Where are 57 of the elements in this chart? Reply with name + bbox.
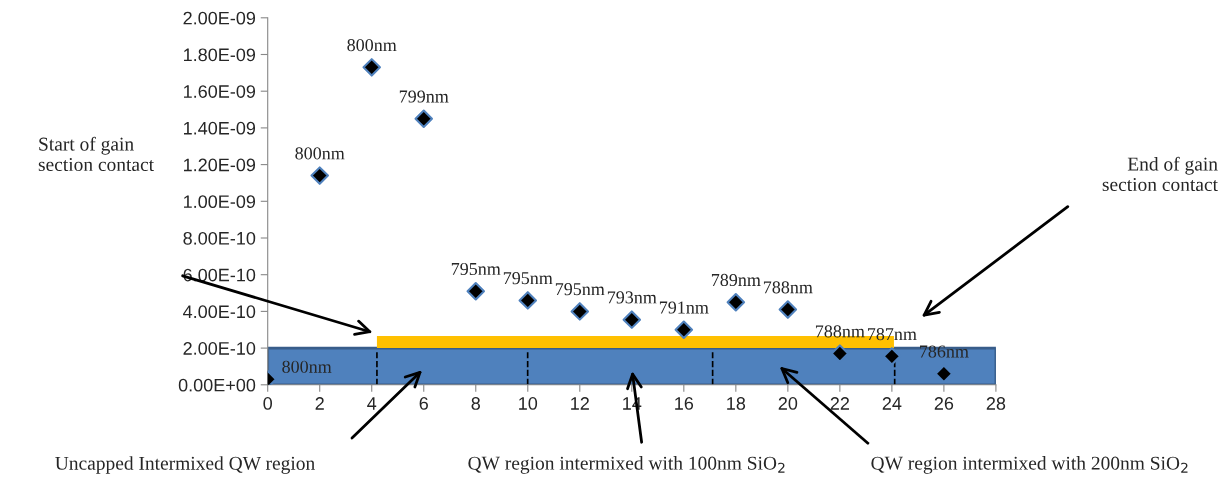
y-tick-label: 1.20E-09 xyxy=(184,158,256,172)
y-tick-label: 6.00E-10 xyxy=(183,268,256,282)
annotation: 793nm xyxy=(607,291,657,304)
point xyxy=(310,166,329,185)
x-tick-label: 20 xyxy=(778,397,798,410)
annotation: 788nm xyxy=(763,281,813,294)
annotation: 786nm xyxy=(920,345,969,358)
point xyxy=(622,310,642,329)
annotation: 787nm xyxy=(867,328,917,341)
point xyxy=(830,344,850,363)
x-tick-label: 12 xyxy=(571,397,589,410)
point xyxy=(518,291,538,310)
y-tick-label: 4.00E-10 xyxy=(183,305,256,319)
annotation: 795nm xyxy=(555,283,605,296)
point xyxy=(570,302,590,321)
y-tick-label: 1.00E-09 xyxy=(184,195,256,209)
y-tick-label: 0.00E+00 xyxy=(178,378,256,392)
y-tick-label: 2.00E-09 xyxy=(183,11,256,25)
y-tick-label: 8.00E-10 xyxy=(183,231,256,245)
x-tick-label: 24 xyxy=(882,397,902,410)
annotation: 788nm xyxy=(815,325,865,338)
x-tick-label: 2 xyxy=(315,397,324,410)
annotation: 789nm xyxy=(711,273,761,287)
text: Uncapped Intermixed QW region xyxy=(55,456,315,474)
x-tick-label: 28 xyxy=(986,397,1006,410)
x-tick-label: 0 xyxy=(263,397,273,410)
x-tick-label: 6 xyxy=(419,397,428,410)
y-tick-label: 1.40E-09 xyxy=(184,121,256,135)
x-tick-label: 8 xyxy=(471,397,480,410)
point xyxy=(726,292,746,312)
point xyxy=(882,347,902,366)
point xyxy=(414,109,433,128)
annotation: 791nm xyxy=(659,301,709,314)
point xyxy=(362,58,381,77)
annotation: 799nm xyxy=(399,90,449,103)
point xyxy=(778,300,798,319)
x-tick-label: 16 xyxy=(675,397,694,410)
point xyxy=(674,320,694,340)
text: QW region intermixed with 200nm SiO$_{2}$ xyxy=(871,456,1188,474)
text: End of gain section contact xyxy=(1102,156,1218,192)
point xyxy=(934,364,954,384)
text: QW region intermixed with 100nm SiO$_{2}$ xyxy=(468,456,785,474)
x-tick-label: 26 xyxy=(934,397,954,410)
y-tick-label: 1.80E-09 xyxy=(184,48,256,62)
annotation: 795nm xyxy=(503,272,553,285)
annotation: 800nm xyxy=(295,147,345,160)
annotation: 800nm xyxy=(347,38,397,52)
x-tick-label: 18 xyxy=(727,397,746,410)
point xyxy=(466,281,486,301)
annotation: 795nm xyxy=(451,262,501,276)
y-tick-label: 2.00E-10 xyxy=(183,342,256,355)
x-tick-label: 4 xyxy=(367,397,377,410)
y-tick-label: 1.60E-09 xyxy=(184,85,256,98)
x-tick-label: 22 xyxy=(830,397,849,410)
annotation: 800nm xyxy=(282,360,332,373)
text: Start of gain section contact xyxy=(38,136,154,172)
x-tick-label: 10 xyxy=(519,397,538,410)
